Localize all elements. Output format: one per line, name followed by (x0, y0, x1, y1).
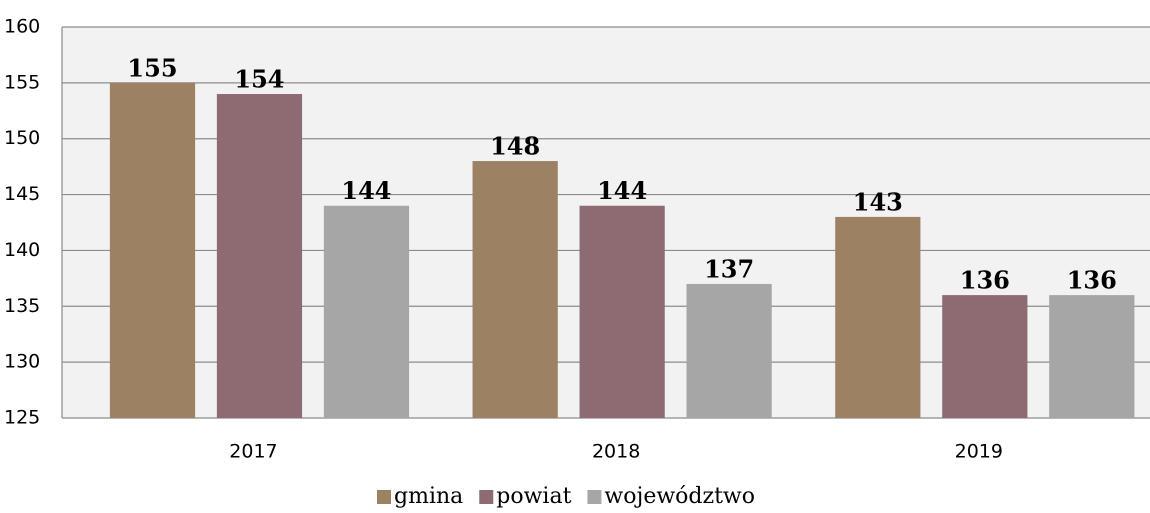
legend-swatch (479, 490, 494, 504)
value-label: 144 (341, 176, 391, 205)
value-label: 143 (853, 187, 903, 216)
bar (686, 283, 772, 418)
value-label: 136 (960, 266, 1010, 295)
value-label: 137 (704, 254, 754, 283)
x-tick-label: 2018 (592, 441, 640, 463)
bar (109, 82, 196, 418)
y-tick-label: 150 (4, 127, 40, 149)
value-label: 154 (234, 65, 284, 94)
legend-label: województwo (604, 484, 755, 509)
value-label: 148 (490, 132, 540, 161)
bar (323, 205, 410, 418)
y-tick-label: 160 (4, 16, 40, 38)
y-tick-label: 130 (4, 351, 40, 373)
legend-swatch (587, 490, 602, 504)
bar (216, 94, 303, 419)
bar (942, 295, 1028, 418)
y-tick-label: 155 (4, 71, 40, 93)
value-label: 144 (597, 176, 647, 205)
value-label: 136 (1067, 266, 1117, 295)
bar (1049, 295, 1135, 418)
value-label: 155 (127, 53, 177, 82)
bar (835, 216, 921, 418)
y-tick-label: 125 (4, 407, 40, 429)
legend-label: powiat (496, 484, 571, 509)
legend-label: gmina (394, 484, 463, 509)
bar (472, 161, 558, 419)
y-tick-label: 140 (4, 239, 40, 261)
y-tick-label: 145 (4, 183, 40, 205)
x-tick-label: 2019 (955, 441, 1003, 463)
x-tick-label: 2017 (229, 441, 277, 463)
legend-swatch (377, 490, 391, 504)
bar (579, 205, 665, 418)
y-tick-label: 135 (4, 295, 40, 317)
